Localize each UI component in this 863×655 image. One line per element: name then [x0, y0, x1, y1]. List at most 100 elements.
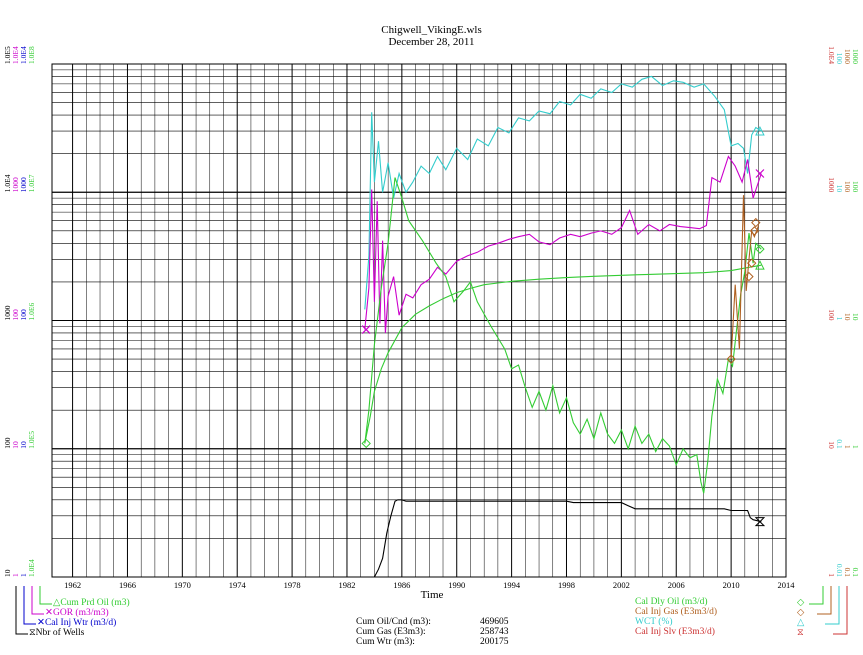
legend-item: Cal Inj Gas (E3m3/d): [635, 607, 717, 617]
legend-label: Cal Inj Slv (E3m3/d): [635, 627, 715, 637]
left-axis-tick-label: 1: [11, 573, 20, 577]
x-tick-label: 2006: [668, 580, 685, 590]
right-axis-tick-label: 100: [835, 53, 844, 65]
right-axis-tick-label: 0.1: [835, 439, 844, 449]
x-tick-label: 1974: [229, 580, 247, 590]
right-axis-tick-label: 1: [835, 317, 844, 321]
x-tick-label: 2014: [778, 580, 796, 590]
legend-label: Cal Dly Oil (m3/d): [635, 597, 708, 607]
legend-connector: [825, 586, 840, 625]
legend-label: Cal Inj Gas (E3m3/d): [635, 607, 718, 617]
legend-symbol-icon: △: [797, 618, 805, 628]
left-axis-tick-label: 100: [11, 309, 20, 321]
series-lines: [364, 75, 762, 578]
legend-item: Cal Inj Slv (E3m3/d): [635, 627, 715, 637]
legend-item: WCT (%): [635, 617, 673, 627]
diamond-marker: [751, 217, 761, 228]
x-marker: [755, 169, 765, 178]
left-axis-tick-label: 1.0E7: [27, 174, 36, 192]
legend-item: ⧖Nbr of Wells: [29, 627, 84, 638]
series-markers: [361, 125, 766, 527]
x-axis-label: Time: [421, 589, 444, 601]
left-axis-tick-label: 1.0E4: [19, 46, 28, 64]
legend-label: Cal Inj Wtr (m3/d): [44, 618, 117, 628]
right-axis-tick-label: 10: [851, 313, 860, 321]
x-tick-label: 1986: [393, 580, 410, 590]
legend-item: △Cum Prd Oil (m3): [53, 597, 130, 608]
legend-symbol-icon: △: [53, 598, 61, 608]
left-axis-tick-label: 10: [3, 569, 12, 577]
right-axis-tick-label: 1: [843, 445, 852, 449]
series-line-gor-m3-m3: [364, 155, 762, 333]
left-axis-tick-label: 1.0E4: [3, 174, 12, 192]
diamond-marker: [749, 226, 760, 236]
legend-label: WCT (%): [635, 617, 673, 627]
left-axis-tick-label: 1000: [11, 177, 20, 192]
stat-value: 200175: [480, 637, 509, 647]
x-tick-label: 1998: [558, 580, 575, 590]
left-axis-tick-label: 1.0E4: [11, 46, 20, 64]
right-axis-tick-label: 1000: [851, 49, 860, 64]
diamond-marker: [755, 244, 765, 254]
legend-connector: [833, 586, 848, 635]
x-axis-ticks: 1962 1966 1970 1974 1978 1982 1986 1990 1994 1998…: [64, 580, 795, 590]
legend-label: Nbr of Wells: [35, 628, 85, 638]
legend-symbol-icon: ◇: [797, 598, 805, 608]
grid: [51, 63, 787, 578]
legend-connectors: [15, 586, 848, 635]
right-axis-tick-label: 1: [851, 445, 860, 449]
legend-symbol-icon: ◇: [797, 608, 805, 618]
left-axis-tick-label: 1.0E4: [27, 559, 36, 577]
left-axis-tick-label: 10: [11, 441, 20, 449]
legend-label: Cum Prd Oil (m3): [60, 598, 130, 608]
right-axis-tick-label: 100: [843, 181, 852, 193]
legend-item: Cal Dly Oil (m3/d): [635, 597, 708, 607]
left-axis-tick-label: 1.0E5: [27, 431, 36, 449]
legend-label: GOR (m3/m3): [52, 608, 109, 618]
stat-value: 258743: [480, 627, 509, 637]
legend-connector: [15, 586, 28, 635]
legend-connector: [23, 586, 36, 625]
right-axis-tick-label: 100: [827, 309, 836, 321]
x-tick-label: 1970: [174, 580, 191, 590]
legend-symbol-icon: ⧖: [29, 628, 36, 638]
series-line-cal-dly-oil-m3-d: [364, 177, 762, 494]
x-tick-label: 2002: [613, 580, 630, 590]
stat-value: 469605: [480, 617, 509, 627]
legend-connector: [39, 586, 52, 605]
legend-symbol-icon: ⧖: [797, 628, 804, 638]
left-axis-tick-label: 1.0E6: [27, 303, 36, 321]
x-tick-label: 1994: [503, 580, 521, 590]
left-axis-tick-label: 1.0E5: [3, 46, 12, 64]
right-axis-tick-label: 1.0E4: [827, 46, 836, 64]
right-axis-tick-label: 100: [851, 181, 860, 193]
right-axis-tick-label: 1: [827, 573, 836, 577]
x-tick-label: 1966: [119, 580, 136, 590]
left-axis-tick-label: 10: [19, 441, 28, 449]
x-tick-label: 2010: [723, 580, 740, 590]
diamond-marker: [361, 438, 371, 449]
right-axis-tick-label: 1000: [827, 177, 836, 192]
legend-symbol-icon: ✕: [37, 618, 45, 628]
x-tick-label: 1990: [448, 580, 465, 590]
diamond-marker: [744, 271, 754, 282]
series-line-nbr-of-wells: [373, 499, 762, 578]
left-axis-tick-label: 1000: [3, 305, 12, 320]
chart-title: Chigwell_VikingE.wls: [381, 24, 482, 36]
series-line-cal-inj-gas-e3m3-d: [730, 195, 760, 360]
x-marker: [361, 325, 371, 334]
diamond-marker: [746, 258, 757, 268]
stat-label: Cum Oil/Cnd (m3):: [356, 617, 431, 627]
left-axis-tick-label: 1.0E8: [27, 46, 36, 64]
left-axis-tick-label: 100: [3, 437, 12, 449]
right-axis-tick-label: 0.1: [843, 568, 852, 578]
legend-connector: [31, 586, 44, 615]
stat-label: Cum Wtr (m3):: [356, 637, 415, 647]
legend-item: ✕GOR (m3/m3): [45, 607, 109, 618]
series-line-cum-prd-oil-m3: [364, 264, 762, 444]
x-tick-label: 1982: [338, 580, 355, 590]
x-tick-label: 1978: [284, 580, 301, 590]
right-axis-tick-label: 10: [843, 313, 852, 321]
